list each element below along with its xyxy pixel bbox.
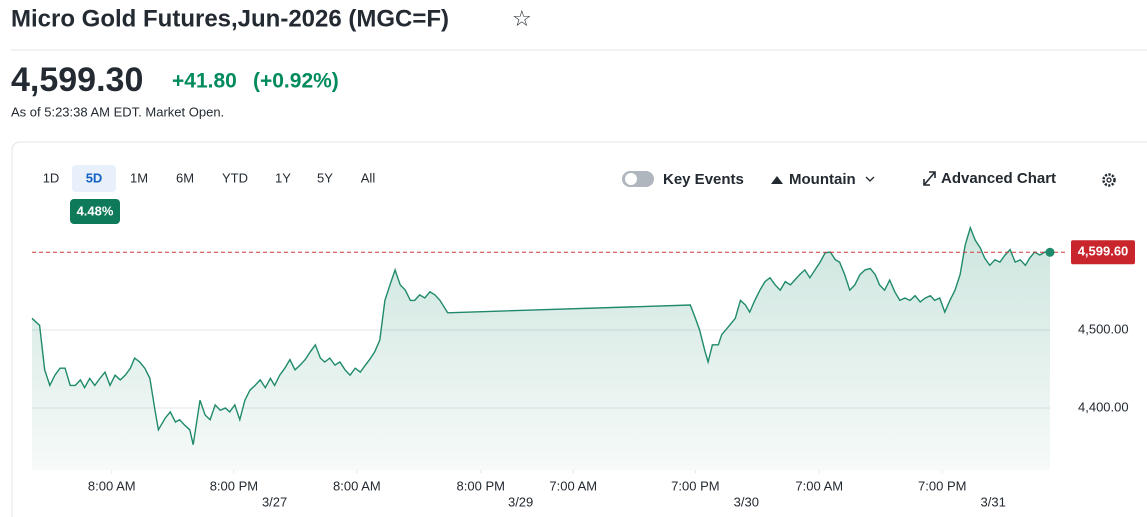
as-of: As of 5:23:38 AM EDT. Market Open. — [11, 104, 224, 119]
title: Micro Gold Futures,Jun-2026 (MGC=F) — [11, 5, 449, 32]
date-label: 3/27 — [262, 494, 287, 509]
change: +41.80 — [172, 70, 237, 93]
settings-icon-center — [1106, 177, 1112, 183]
toggle-knob — [625, 173, 637, 185]
x-tick-label: 8:00 PM — [457, 478, 505, 493]
chevron — [865, 176, 875, 182]
range-bar: 1D 4.48% 5D 1M 6M YTD 1Y 5Y All — [43, 165, 376, 224]
range-button[interactable]: 1Y — [275, 170, 291, 185]
chart-type[interactable]: Mountain — [789, 171, 856, 188]
range-button[interactable]: 1D — [43, 170, 60, 185]
range-button[interactable]: 5D — [86, 170, 103, 185]
change-percent: (+0.92%) — [253, 70, 339, 93]
advanced-chart[interactable]: Advanced Chart — [941, 170, 1056, 187]
x-tick-label: 8:00 AM — [333, 478, 381, 493]
x-tick-label: 8:00 AM — [88, 478, 136, 493]
date-label: 3/31 — [981, 494, 1006, 509]
range-button[interactable]: YTD — [222, 170, 248, 185]
date-label: 3/30 — [734, 494, 759, 509]
x-tick-label: 7:00 AM — [795, 478, 843, 493]
range-button[interactable]: 6M — [176, 170, 194, 185]
mountain-icon — [771, 176, 783, 184]
date-label: 3/29 — [508, 494, 533, 509]
price: 4,599.30 — [11, 61, 143, 99]
range-change-badge — [70, 199, 120, 224]
y-tick-label: 4,500.00 — [1078, 321, 1129, 336]
key-events[interactable]: Key Events — [663, 171, 744, 188]
range-button[interactable]: 5Y — [317, 170, 333, 185]
x-tick-label: 7:00 PM — [671, 478, 719, 493]
expand-icon — [923, 171, 936, 186]
y-tick-label: 4,400.00 — [1078, 399, 1129, 414]
x-tick-label: 7:00 AM — [549, 478, 597, 493]
range-button[interactable]: 1M — [130, 170, 148, 185]
chart: 4,500.00 4,400.00 8:00 AM 8:00 PM 8:00 AM 8:0… — [31, 225, 1135, 509]
star-button[interactable]: ☆ — [512, 6, 532, 31]
settings-icon[interactable] — [1102, 173, 1116, 187]
last-point — [1045, 247, 1055, 257]
range-selected — [72, 165, 116, 192]
range-button[interactable]: All — [361, 170, 376, 185]
x-tick-label: 8:00 PM — [210, 478, 258, 493]
x-tick-label: 7:00 PM — [918, 478, 966, 493]
area — [32, 227, 1050, 471]
range-change: 4.48% — [77, 203, 114, 218]
price-line — [31, 225, 1051, 445]
current-price-label: 4,599.60 — [1078, 244, 1129, 259]
current-price-badge — [1071, 240, 1135, 265]
